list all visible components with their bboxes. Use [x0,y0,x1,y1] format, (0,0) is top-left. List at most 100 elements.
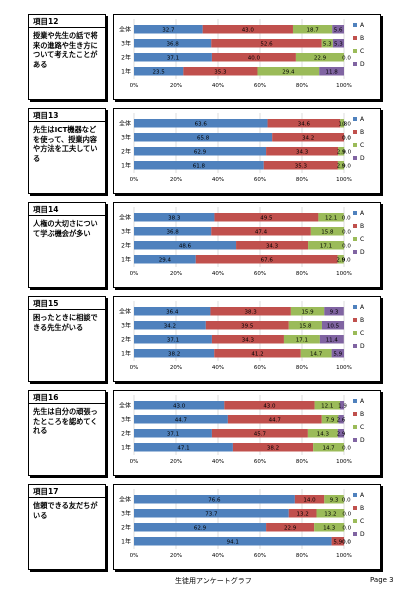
chart-box: 0% 20% 40% 60% 80% 100% 全体 32.7 43.0 18.7 5.6 3年 36.… [113,14,381,100]
bar-segment [288,509,317,518]
data-label: 13.2 [324,512,336,518]
data-label: 5.6 [334,28,343,34]
category-label: 2年 [121,54,131,62]
data-label: 13.2 [297,512,309,518]
item-number: 項目15 [29,297,105,310]
category-label: 全体 [119,214,131,222]
x-tick-label: 20% [170,83,182,89]
bar-segment [134,509,289,518]
bar-segment [134,335,212,344]
legend-label: A [360,398,365,405]
bar-segment [318,213,344,222]
bar-segment [134,321,206,330]
bar-segment [134,307,211,316]
chart-box: 0% 20% 40% 60% 80% 100% 全体 63.6 34.6 1.8 0.0 3年 65.8… [113,108,381,194]
category-label: 全体 [119,120,131,128]
bar-segment [134,53,212,62]
bar-segment [321,39,333,48]
bar-segment [134,429,212,438]
bar-segment [214,213,319,222]
x-tick-label: 60% [254,459,266,465]
category-label: 全体 [119,496,131,504]
legend-label: A [360,116,365,123]
bar-segment [134,39,212,48]
category-label: 2年 [121,336,131,344]
bar-segment [211,39,322,48]
x-tick-label: 20% [170,459,182,465]
legend-swatch [353,412,357,416]
data-label: 5.3 [334,42,343,48]
legend-swatch [353,331,357,335]
x-tick-label: 60% [254,365,266,371]
category-label: 1年 [121,538,131,546]
data-label: 17.1 [320,244,332,250]
bar-segment [319,67,344,76]
footer-title: 生徒用アンケートグラフ [175,577,252,585]
data-label: 39.5 [241,324,254,330]
category-label: 全体 [119,308,131,316]
legend-swatch [353,224,357,228]
bar-segment [183,67,258,76]
legend-swatch [353,506,357,510]
bar-segment [134,147,267,156]
chart-box: 0% 20% 40% 60% 80% 100% 全体 38.3 49.5 12.1 0.0 3年 36.… [113,202,381,288]
x-tick-label: 80% [296,83,308,89]
bar-segment [295,53,344,62]
legend-label: B [360,129,364,136]
bar-segment [134,255,196,264]
bar-segment [337,161,344,170]
legend-swatch [353,49,357,53]
legend-label: A [360,210,365,217]
bar-segment [308,241,344,250]
item-number: 項目12 [29,15,105,28]
data-label: 0.0 [342,498,351,504]
legend-label: B [360,317,364,324]
legend-swatch [353,532,357,536]
bar-segment [236,241,309,250]
bar-segment [134,133,273,142]
question-section: 項目15 困ったときに相談できる先生がいる 0% 20% 40% 60% 80% 100% 全体… [0,296,420,384]
bar-segment [134,25,203,34]
bar-segment [337,429,344,438]
legend-label: A [360,492,365,499]
question-text: 信頼できる友だちがいる [33,501,98,520]
bar-segment [290,307,325,316]
bar-segment [331,349,344,358]
question-text: 先生はICT機器などを使って、授業内容や方法を工夫している [33,125,98,163]
data-label: 15.8 [299,324,312,330]
category-label: 1年 [121,162,131,170]
question-text: 人権の大切さについて学ぶ機会が多い [33,219,98,238]
bar-segment [266,147,339,156]
data-label: 9.3 [330,498,339,504]
bar-segment [288,321,322,330]
legend-label: A [360,22,365,29]
bar-segment [321,415,339,424]
x-tick-label: 0% [130,365,139,371]
data-label: 34.3 [242,338,255,344]
legend-swatch [353,425,357,429]
stacked-bar-chart: 0% 20% 40% 60% 80% 100% 全体 43.0 43.0 12.1 1.9 3年 44.… [119,395,365,465]
legend-swatch [353,305,357,309]
x-tick-label: 20% [170,365,182,371]
category-label: 2年 [121,430,131,438]
bar-segment [316,509,345,518]
bar-segment [134,523,267,532]
question-section: 項目17 信頼できる友だちがいる 0% 20% 40% 60% 80% 100% 全体 76.6 1… [0,484,420,572]
data-label: 43.0 [263,404,276,410]
bar-segment [257,67,320,76]
legend-swatch [353,250,357,254]
data-label: 0.0 [342,150,351,156]
data-label: 11.4 [326,338,339,344]
bar-segment [294,495,325,504]
bar-segment [134,495,295,504]
stacked-bar-chart: 0% 20% 40% 60% 80% 100%全体 63.6 34.6 1.80.03年 65.8… [119,113,365,183]
bar-segment [300,349,332,358]
category-label: 1年 [121,256,131,264]
legend-swatch [353,237,357,241]
data-label: 36.8 [167,42,180,48]
bar-segment [210,307,291,316]
x-tick-label: 40% [212,553,224,559]
data-label: 1.8 [338,122,347,128]
bar-segment [211,335,284,344]
bar-segment [134,415,228,424]
